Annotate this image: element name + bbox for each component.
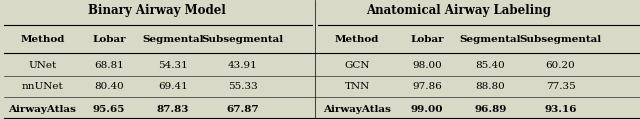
Text: 96.89: 96.89	[474, 105, 507, 114]
Text: TNN: TNN	[344, 82, 370, 91]
Text: Method: Method	[335, 35, 380, 45]
Text: 93.16: 93.16	[544, 105, 577, 114]
Text: 43.91: 43.91	[228, 61, 257, 70]
FancyBboxPatch shape	[4, 0, 640, 119]
Text: 55.33: 55.33	[228, 82, 257, 91]
Text: AirwayAtlas: AirwayAtlas	[8, 105, 76, 114]
Text: 99.00: 99.00	[411, 105, 444, 114]
Text: Binary Airway Model: Binary Airway Model	[88, 4, 226, 17]
Text: 97.86: 97.86	[412, 82, 442, 91]
Text: AirwayAtlas: AirwayAtlas	[323, 105, 391, 114]
Text: Lobar: Lobar	[92, 35, 126, 45]
Text: GCN: GCN	[344, 61, 370, 70]
Text: Anatomical Airway Labeling: Anatomical Airway Labeling	[366, 4, 551, 17]
Text: Subsegmental: Subsegmental	[202, 35, 284, 45]
Text: Method: Method	[20, 35, 65, 45]
Text: 67.87: 67.87	[227, 105, 259, 114]
Text: 95.65: 95.65	[93, 105, 125, 114]
Text: 60.20: 60.20	[546, 61, 575, 70]
Text: 80.40: 80.40	[94, 82, 124, 91]
Text: nnUNet: nnUNet	[22, 82, 63, 91]
Text: Lobar: Lobar	[410, 35, 444, 45]
Text: Segmental: Segmental	[460, 35, 522, 45]
Text: 98.00: 98.00	[412, 61, 442, 70]
Text: Segmental: Segmental	[142, 35, 204, 45]
Text: 68.81: 68.81	[94, 61, 124, 70]
Text: 54.31: 54.31	[158, 61, 188, 70]
Text: 69.41: 69.41	[158, 82, 188, 91]
Text: 85.40: 85.40	[476, 61, 506, 70]
Text: 87.83: 87.83	[157, 105, 189, 114]
Text: 77.35: 77.35	[546, 82, 575, 91]
Text: 88.80: 88.80	[476, 82, 506, 91]
Text: Subsegmental: Subsegmental	[520, 35, 602, 45]
Text: UNet: UNet	[28, 61, 56, 70]
